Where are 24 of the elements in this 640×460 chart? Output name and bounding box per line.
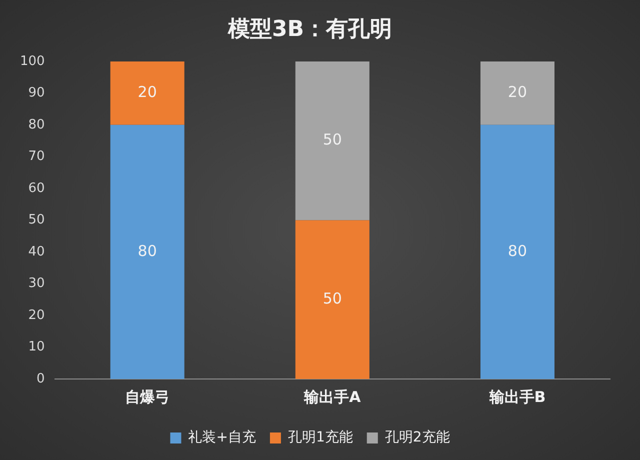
x-tick-label: 自爆弓 bbox=[124, 388, 170, 406]
y-tick-label: 0 bbox=[36, 371, 45, 386]
legend-label: 礼装+自充 bbox=[188, 430, 256, 446]
y-tick-label: 10 bbox=[28, 340, 45, 355]
y-tick-label: 80 bbox=[28, 117, 45, 132]
y-tick-label: 50 bbox=[28, 212, 45, 228]
data-label: 20 bbox=[138, 83, 157, 102]
x-tick-label: 输出手A bbox=[303, 388, 362, 406]
data-label: 50 bbox=[322, 130, 342, 149]
x-tick-label: 输出手B bbox=[488, 388, 546, 406]
chart-title: 模型3B：有孔明 bbox=[226, 16, 392, 42]
legend-label: 孔明1充能 bbox=[288, 430, 353, 446]
y-tick-label: 20 bbox=[28, 308, 45, 323]
legend-label: 孔明2充能 bbox=[384, 430, 450, 446]
data-label: 20 bbox=[508, 83, 528, 102]
y-tick-label: 100 bbox=[20, 54, 45, 69]
y-tick-label: 40 bbox=[28, 244, 45, 260]
data-label: 80 bbox=[508, 242, 528, 260]
data-label: 80 bbox=[138, 242, 157, 260]
y-tick-label: 70 bbox=[28, 149, 45, 164]
y-tick-label: 30 bbox=[28, 276, 45, 292]
y-tick-label: 90 bbox=[28, 86, 45, 101]
y-tick-label: 60 bbox=[28, 180, 45, 196]
data-label: 50 bbox=[322, 289, 342, 308]
